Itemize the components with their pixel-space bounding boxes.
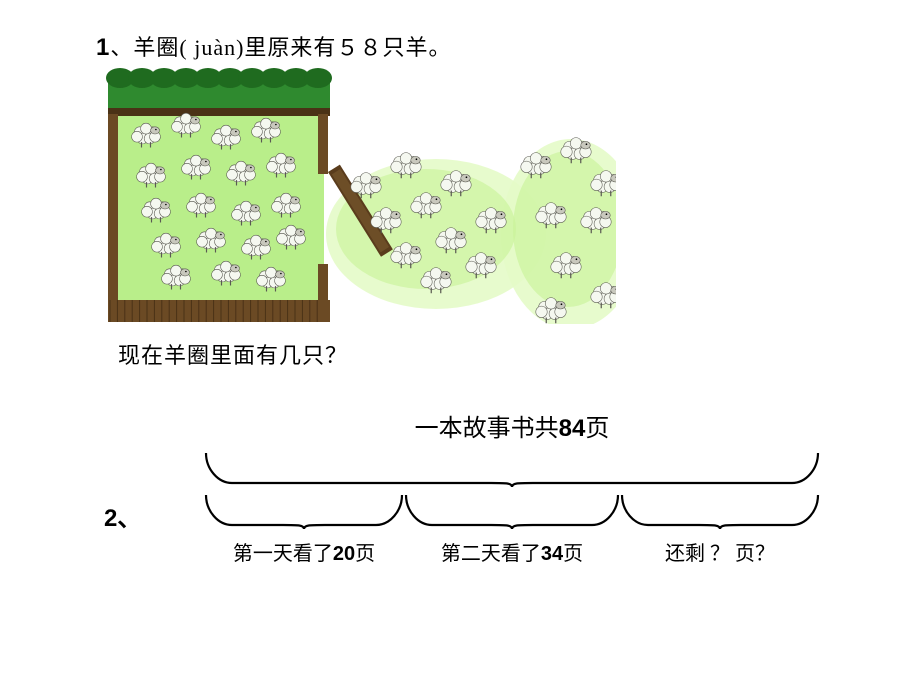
p2-sep: 、 [117, 505, 141, 532]
p1-count: ５８ [336, 35, 382, 60]
top-suffix: 页 [585, 416, 609, 442]
bottom-brace-3 [620, 489, 820, 531]
top-number: 84 [559, 415, 586, 442]
problem-1-number: 1 [96, 34, 110, 61]
top-brace-row [204, 447, 820, 489]
p1-prefix: 羊圈 [133, 35, 179, 60]
p2-num: 2 [104, 505, 117, 532]
bottom-brace-row [204, 489, 820, 531]
segment-label-2: 第二天看了34页 [404, 537, 620, 566]
sheep-pen-illustration [106, 64, 616, 324]
segment-label-1: 第一天看了20页 [204, 537, 404, 566]
top-brace [204, 447, 820, 489]
segment-label-3: 还剩 ？ 页？ [620, 537, 820, 566]
bottom-labels-row: 第一天看了20页第二天看了34页还剩 ？ 页？ [204, 537, 820, 566]
top-prefix: 一本故事书共 [415, 416, 559, 442]
diagram-top-label: 一本故事书共84页 [204, 408, 820, 443]
p1-mid: 里原来有 [244, 35, 336, 60]
problem-1-separator: 、 [110, 35, 133, 60]
brace-diagram: 一本故事书共84页 第一天看了20页第二天看了34页还剩 ？ 页？ [204, 408, 820, 566]
p1-pinyin: ( juàn) [179, 35, 244, 60]
problem-2-number: 2、 [104, 498, 141, 533]
bottom-brace-1 [204, 489, 404, 531]
p1-suffix: 只羊。 [382, 35, 451, 60]
bottom-brace-2 [404, 489, 620, 531]
problem-1-header: 1、羊圈( juàn)里原来有５８只羊。 [96, 30, 451, 62]
problem-1-question: 现在羊圈里面有几只？ [118, 338, 348, 370]
